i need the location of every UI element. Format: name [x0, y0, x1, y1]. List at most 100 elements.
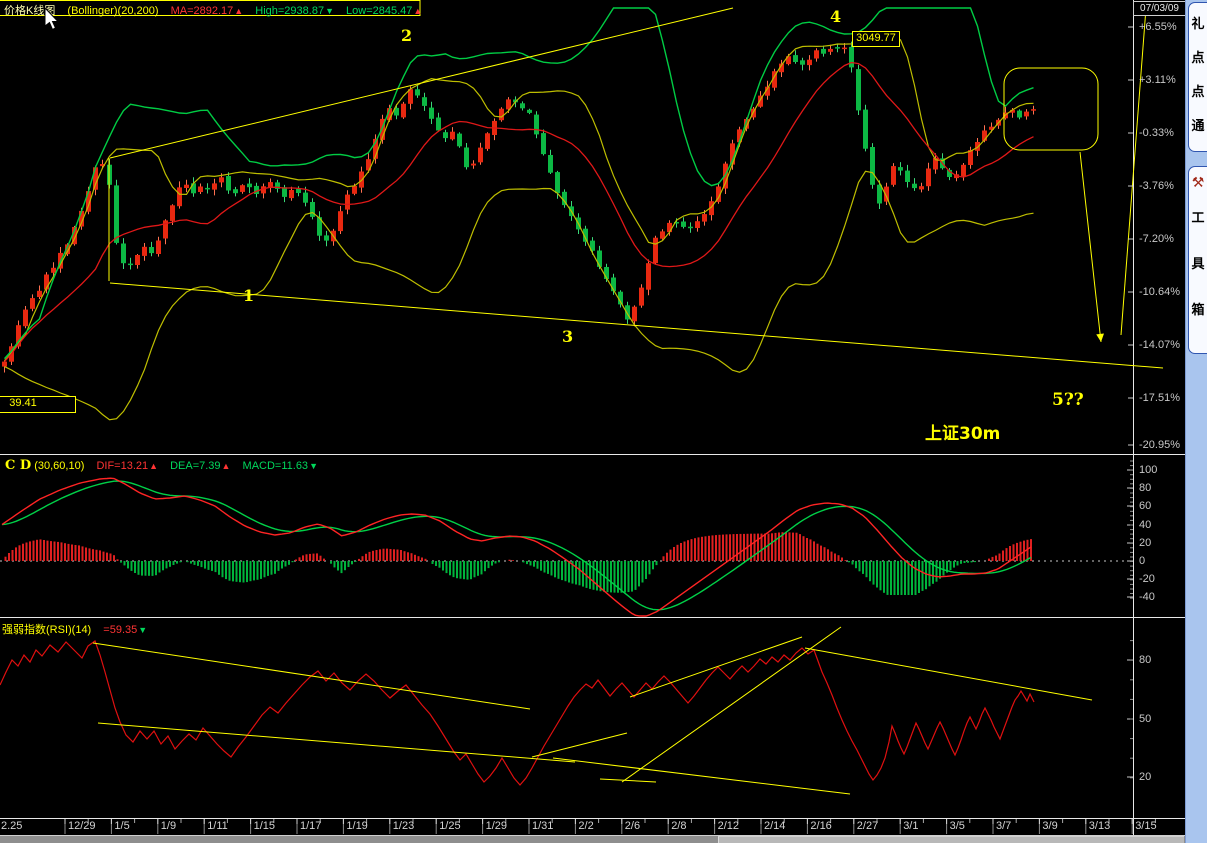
- candle-body: [835, 47, 840, 49]
- candle-body: [660, 231, 665, 239]
- candle-body: [1024, 111, 1029, 117]
- trend-line[interactable]: [599, 778, 657, 783]
- trend-line[interactable]: [109, 7, 734, 159]
- date-label: 3/1: [903, 820, 919, 832]
- down-arrow-icon: ▼: [138, 625, 148, 635]
- candle-body: [982, 130, 987, 141]
- scale-label: 50: [1139, 713, 1152, 725]
- candle-body: [842, 47, 847, 50]
- trend-line[interactable]: [109, 282, 1164, 369]
- scale-label: 0: [1139, 555, 1146, 567]
- scale-label: 20: [1139, 771, 1152, 783]
- candle-body: [583, 228, 588, 242]
- chart-canvas[interactable]: [0, 0, 1185, 836]
- date-label: 2/14: [764, 820, 786, 832]
- candle-body: [800, 60, 805, 65]
- down-arrow-icon: ▼: [309, 461, 318, 471]
- trend-line[interactable]: [92, 642, 531, 710]
- candle-body: [597, 250, 602, 267]
- scale-label: 80: [1139, 654, 1152, 666]
- candle-body: [905, 170, 910, 182]
- hammer-tools-icon: ⚒: [1191, 174, 1205, 190]
- right-sidebar: 礼点点通 ⚒ 工具箱: [1185, 0, 1207, 843]
- candle-body: [394, 107, 399, 116]
- candle-body: [408, 89, 413, 104]
- trend-line[interactable]: [531, 732, 628, 758]
- candle-body: [44, 274, 49, 290]
- candle-body: [345, 194, 350, 210]
- candle-body: [366, 159, 371, 171]
- candle-body: [275, 182, 280, 189]
- candle-body: [184, 184, 189, 188]
- date-label: 3/13: [1088, 820, 1111, 832]
- candle-body: [877, 184, 882, 204]
- candle-body: [219, 177, 224, 183]
- scale-label: -20.95%: [1139, 439, 1180, 451]
- macd-panel-header: C D (30,60,10) DIF=13.21▲ DEA=7.39▲ MACD…: [5, 458, 327, 473]
- horizontal-scrollbar-thumb[interactable]: [718, 836, 1184, 843]
- candle-body: [786, 56, 791, 65]
- scale-label: +6.55%: [1139, 21, 1177, 33]
- tab-label-char: 点: [1191, 84, 1205, 99]
- trend-line[interactable]: [552, 757, 851, 795]
- target-zone-box[interactable]: [1003, 67, 1099, 151]
- date-label: 1/17: [300, 820, 322, 832]
- candle-body: [737, 129, 742, 143]
- trend-line[interactable]: [621, 626, 842, 783]
- date-label: 1/25: [439, 820, 461, 832]
- dea-value: DEA=7.39: [170, 460, 221, 472]
- candle-body: [702, 214, 707, 222]
- date-display: 07/03/09: [1133, 1, 1186, 16]
- trend-line[interactable]: [1120, 7, 1147, 336]
- candle-body: [471, 163, 476, 166]
- candle-body: [373, 138, 378, 159]
- sidebar-tab-toolbox[interactable]: ⚒ 工具箱: [1188, 166, 1207, 354]
- candle-body: [849, 46, 854, 68]
- candle-body: [170, 205, 175, 221]
- low-value: Low=2845.47: [346, 5, 413, 17]
- candle-body: [478, 147, 483, 163]
- scale-label: -14.07%: [1139, 339, 1180, 351]
- candle-body: [422, 97, 427, 106]
- candle-body: [212, 183, 217, 190]
- tab-label-char: 礼: [1191, 16, 1205, 31]
- candle-body: [933, 157, 938, 170]
- candle-body: [317, 217, 322, 236]
- tab-label-char: 点: [1191, 50, 1205, 65]
- candle-body: [100, 164, 105, 167]
- candle-body: [744, 119, 749, 129]
- date-label: 2/6: [624, 820, 641, 832]
- date-label: 2/27: [856, 820, 879, 832]
- horizontal-scrollbar-track[interactable]: [0, 836, 1185, 843]
- candle-body: [709, 201, 714, 216]
- candle-body: [72, 227, 77, 245]
- date-label: 3/5: [949, 820, 965, 832]
- sidebar-tab-diandiantong[interactable]: 礼点点通: [1188, 2, 1207, 152]
- candle-body: [856, 69, 861, 111]
- trend-line[interactable]: [804, 647, 1093, 701]
- candle-body: [632, 306, 637, 322]
- wave-label-4: 4: [830, 7, 842, 26]
- candle-body: [625, 305, 630, 320]
- scale-label: 40: [1139, 519, 1152, 531]
- candle-body: [247, 183, 252, 188]
- candle-body: [142, 246, 147, 256]
- candle-body: [506, 99, 511, 110]
- candle-body: [254, 185, 259, 194]
- candle-body: [688, 226, 693, 229]
- candle-body: [415, 89, 420, 96]
- candle-body: [604, 267, 609, 279]
- candle-body: [793, 55, 798, 62]
- candle-body: [16, 325, 21, 347]
- trend-line[interactable]: [629, 636, 803, 698]
- trend-line[interactable]: [97, 722, 576, 763]
- candle-body: [534, 114, 539, 135]
- high-value: High=2938.87: [255, 5, 325, 17]
- candle-body: [828, 48, 833, 52]
- candle-body: [1017, 110, 1022, 118]
- ma-value: MA=2892.17: [170, 5, 234, 17]
- date-label: 3/9: [1042, 820, 1058, 832]
- candle-body: [135, 255, 140, 265]
- candle-body: [667, 222, 672, 233]
- candle-body: [863, 109, 868, 149]
